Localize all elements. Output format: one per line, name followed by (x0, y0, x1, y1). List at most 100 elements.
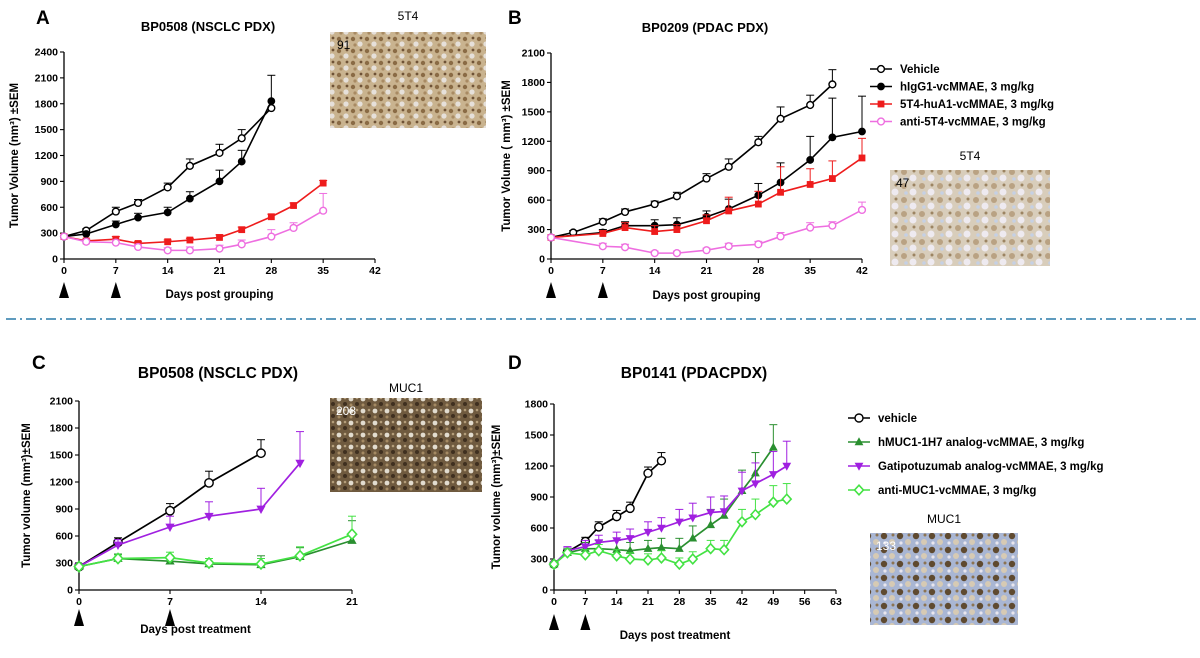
panel-letter-a: A (36, 8, 50, 29)
data-point (256, 448, 266, 459)
data-point (650, 249, 659, 258)
y-tick-label: 1800 (522, 77, 546, 89)
data-point (673, 558, 685, 571)
series-gatipotuzumab-analog-vcmmae (549, 440, 792, 569)
data-point (238, 226, 246, 234)
data-point (736, 515, 748, 528)
data-point (625, 503, 635, 514)
legend-label: anti-MUC1-vcMMAE, 3 mg/kg (878, 485, 1036, 497)
y-tick-label: 1800 (35, 98, 59, 110)
panel-a-title: BP0508 (NSCLC PDX) (141, 19, 275, 34)
x-tick-label: 42 (736, 596, 748, 608)
data-point (594, 522, 604, 532)
legend-marker (854, 462, 864, 471)
x-tick-label: 7 (582, 596, 588, 608)
data-point (806, 181, 814, 188)
series-vehicle (546, 69, 837, 242)
chart-b: 0 300 600 900 1200 1500 1800 2100 0 7 14 21 28 35 42 Da… (501, 48, 868, 303)
series-vehicle (74, 439, 266, 572)
series-anti-muc1-vcmmae (548, 483, 793, 571)
data-point (749, 508, 761, 521)
series-line (63, 107, 272, 238)
data-point (256, 505, 266, 515)
x-tick-label: 42 (369, 265, 381, 277)
series-higg1-vcmmae (60, 74, 276, 241)
legend-label: anti-5T4-vcMMAE, 3 mg/kg (900, 117, 1046, 129)
data-point (133, 242, 143, 252)
data-point (133, 198, 143, 208)
x-tick-label: 42 (856, 265, 868, 277)
y-tick-label: 1800 (50, 423, 74, 435)
x-tick-label: 28 (265, 265, 277, 277)
legend-marker (877, 82, 885, 91)
y-tick-label: 900 (530, 492, 548, 504)
series-line (550, 83, 833, 239)
x-axis-label: Days post treatment (620, 630, 731, 642)
data-point (611, 549, 623, 562)
inset-d-score: 133 (876, 539, 896, 553)
y-tick-label: 600 (527, 195, 545, 207)
data-point (621, 224, 629, 232)
panel-b-title: BP0209 (PDAC PDX) (642, 20, 768, 35)
data-point (580, 543, 590, 552)
panel-letter-c: C (32, 353, 46, 374)
data-point (186, 236, 194, 244)
data-point (620, 243, 630, 252)
inset-a-score: 91 (337, 38, 351, 52)
data-point (768, 442, 778, 451)
data-point (672, 192, 681, 201)
data-point (857, 205, 867, 215)
data-point (643, 543, 653, 552)
data-point (651, 228, 659, 235)
data-point (828, 133, 837, 142)
dosing-arrow (546, 282, 556, 298)
y-tick-label: 600 (530, 523, 548, 535)
x-axis-label: Days post grouping (653, 290, 761, 302)
data-point (267, 97, 276, 106)
y-tick-label: 1800 (525, 399, 549, 411)
y-tick-label: 0 (67, 585, 73, 597)
legend-label: Gatipotuzumab analog-vcMMAE, 3 mg/kg (878, 461, 1104, 473)
inset-b-image (890, 170, 1050, 266)
data-point (204, 477, 214, 488)
y-tick-label: 2400 (35, 47, 59, 59)
legend-item: vehicle (848, 413, 917, 425)
legend-item: Vehicle (870, 64, 940, 76)
data-point (111, 238, 120, 247)
histology-inset-a: 5T4 91 (330, 9, 486, 128)
data-point (777, 188, 784, 196)
data-point (163, 246, 172, 255)
x-tick-label: 28 (673, 596, 685, 608)
data-point (768, 471, 778, 480)
data-point (767, 496, 779, 509)
data-point (776, 114, 785, 123)
y-tick-label: 1500 (50, 450, 74, 462)
data-point (82, 230, 91, 238)
legend-bottom: vehicle hMUC1-1H7 analog-vcMMAE, 3 mg/kg G… (848, 413, 1104, 497)
x-tick-label: 21 (214, 265, 226, 277)
data-point (255, 557, 267, 571)
data-point (781, 493, 793, 506)
data-point (165, 523, 175, 533)
data-point (204, 512, 214, 522)
series-anti-muc1-vcmmae (73, 515, 358, 573)
data-point (215, 177, 224, 186)
data-point (703, 217, 710, 225)
x-tick-label: 63 (830, 596, 842, 608)
data-point (642, 554, 654, 567)
inset-b-label: 5T4 (960, 149, 981, 163)
data-point (725, 207, 733, 215)
data-point (657, 524, 666, 533)
x-axis-label: Days post grouping (166, 289, 274, 301)
y-tick-label: 300 (55, 558, 73, 570)
data-point (598, 217, 607, 226)
x-tick-label: 0 (548, 265, 554, 277)
data-point (719, 508, 729, 517)
y-axis-label: Tumor volume (mm³)±SEM (21, 423, 33, 568)
series-gatipotuzumab-analog-vcmmae (74, 431, 305, 572)
data-point (346, 527, 358, 541)
data-point (203, 556, 215, 570)
chart-c: 0 300 600 900 1200 1500 1800 2100 0 7 14 21 Days pos… (21, 396, 358, 637)
dosing-arrow (597, 282, 608, 298)
